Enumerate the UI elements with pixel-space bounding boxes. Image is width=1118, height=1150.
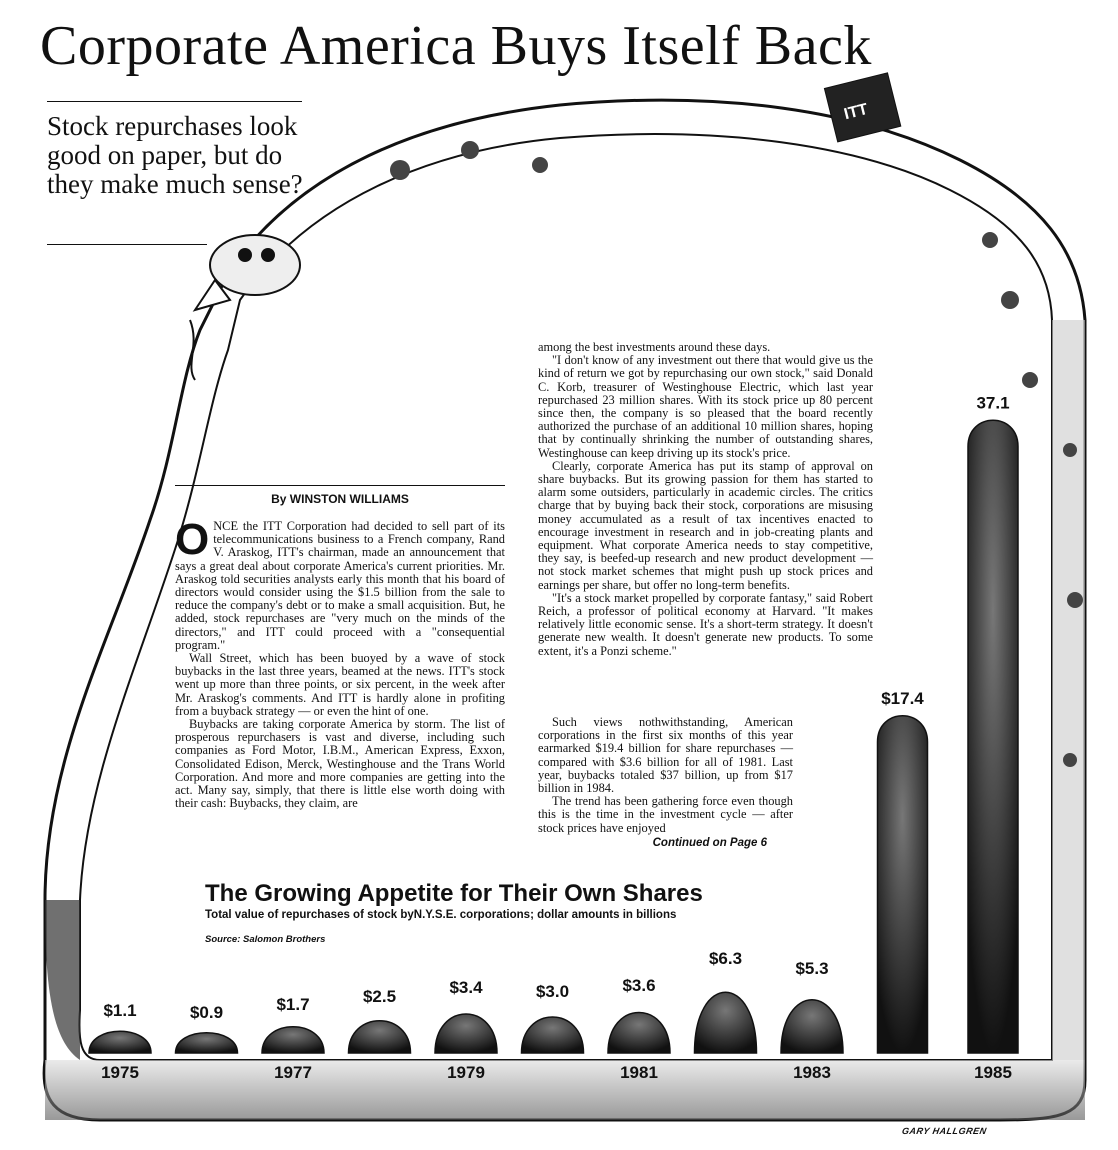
chart-ticks: 1975 1977 1979 1981 1983 1985 [101, 1063, 1012, 1082]
headline: Corporate America Buys Itself Back [40, 15, 872, 77]
sign-text: ITT [842, 101, 870, 123]
chart-value-label: $0.9 [190, 1003, 223, 1022]
paragraph: NCE the ITT Corporation had decided to s… [175, 519, 505, 652]
paragraph: Such views nothwithstanding, American co… [538, 715, 793, 796]
chart-tick-label: 1985 [974, 1063, 1012, 1082]
chart-bar-1978 [347, 1020, 412, 1054]
chart-value-label: $3.0 [536, 982, 569, 1001]
paragraph: Clearly, corporate America has put its s… [538, 458, 873, 592]
drop-cap: O [175, 515, 210, 564]
chart-bar-1980 [520, 1016, 585, 1054]
chart-tick-label: 1981 [620, 1063, 658, 1082]
chart-tick-label: 1977 [274, 1063, 312, 1082]
chart-value-label: $6.3 [709, 949, 742, 968]
deck-bottom-rule [47, 244, 207, 245]
paragraph: among the best investments around these … [538, 340, 771, 354]
itt-sign: ITT [823, 72, 902, 143]
chart-bar-1983 [780, 999, 844, 1054]
chart-bar-1975 [88, 1030, 152, 1054]
chart-value-label: $1.1 [103, 1001, 136, 1020]
chart-value-label: $5.3 [795, 959, 828, 978]
serpent-head [189, 234, 301, 381]
continued-line: Continued on Page 6 [652, 836, 767, 849]
chart-bar-1982 [693, 991, 758, 1054]
byline-rule [175, 485, 505, 486]
chart-value-label: $3.6 [622, 976, 655, 995]
paragraph: "I don't know of any investment out ther… [538, 353, 873, 460]
paragraph: Buybacks are taking corporate America by… [175, 717, 505, 811]
paragraph: Wall Street, which has been buoyed by a … [175, 651, 505, 718]
chart-tick-label: 1979 [447, 1063, 485, 1082]
serpent-spots [390, 141, 1083, 767]
chart-bar-1977 [261, 1026, 325, 1054]
article-column-3: Such views nothwithstanding, American co… [538, 715, 793, 850]
deck: Stock repurchases look good on paper, bu… [47, 111, 303, 199]
chart-value-label: 37.1 [976, 394, 1009, 413]
chart-bar-1981 [607, 1011, 671, 1054]
chart-value-label: $3.4 [449, 978, 483, 997]
chart-source: Source: Salomon Brothers [205, 934, 326, 945]
chart-bars: $1.1 $0.9 $1.7 $2.5 $3.4 $3.0 $3.6 $6.3 $5.3 $17.… [88, 394, 1019, 1054]
chart-value-label: $1.7 [276, 995, 309, 1014]
chart-tick-label: 1975 [101, 1063, 139, 1082]
chart-value-label: $17.4 [881, 689, 924, 708]
paragraph: "It's a stock market propelled by corpor… [538, 590, 873, 658]
chart-bar-1985 [967, 419, 1019, 1054]
chart-bar-1979 [434, 1013, 498, 1054]
paragraph: The trend has been gathering force even … [538, 794, 793, 835]
article-column-1: O NCE the ITT Corporation had decided to … [175, 515, 505, 811]
chart-title: The Growing Appetite for Their Own Share… [205, 880, 703, 907]
chart-tick-label: 1983 [793, 1063, 831, 1082]
byline: By WINSTON WILLIAMS [271, 492, 409, 506]
chart-bar-1976 [174, 1032, 239, 1054]
artist-credit: GARY HALLGREN [901, 1126, 988, 1136]
deck-top-rule [47, 101, 302, 102]
chart-value-label: $2.5 [363, 987, 396, 1006]
article-column-2: among the best investments around these … [538, 340, 873, 658]
chart-subtitle: Total value of repurchases of stock byN.… [205, 909, 677, 921]
chart-bar-1984 [876, 715, 929, 1054]
